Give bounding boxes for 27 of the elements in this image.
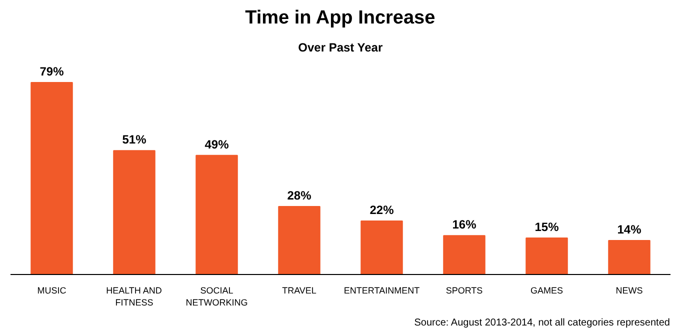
bar	[196, 154, 238, 274]
x-tick-label: TRAVEL	[282, 286, 316, 296]
x-tick-label: NEWS	[616, 286, 643, 296]
x-tick-label: HEALTH AND FITNESS	[106, 286, 162, 308]
x-tick-label: ENTERTAINMENT	[344, 286, 420, 296]
data-label: 14%	[617, 222, 642, 236]
chart-subtitle: Over Past Year	[298, 40, 383, 54]
bar	[443, 235, 486, 274]
data-label: 49%	[204, 137, 230, 152]
x-tick-label: MUSIC	[37, 286, 67, 296]
data-label: 22%	[370, 203, 394, 218]
data-label: 51%	[122, 132, 147, 147]
bar	[360, 220, 403, 274]
bar	[113, 150, 156, 274]
data-label: 79%	[40, 64, 64, 79]
bar	[608, 240, 650, 274]
chart-title: Time in App Increase	[245, 8, 436, 28]
x-tick-label: SPORTS	[446, 286, 483, 296]
data-label: 16%	[452, 218, 477, 232]
x-tick-label: GAMES	[530, 286, 564, 296]
source-note: Source: August 2013-2014, not all categories represented	[414, 318, 670, 328]
bar	[526, 238, 568, 274]
x-tick-label: SOCIAL NETWORKING	[186, 286, 248, 308]
bar	[30, 82, 73, 274]
bar	[278, 206, 320, 274]
data-label: 15%	[534, 220, 560, 234]
data-label: 28%	[287, 188, 312, 202]
